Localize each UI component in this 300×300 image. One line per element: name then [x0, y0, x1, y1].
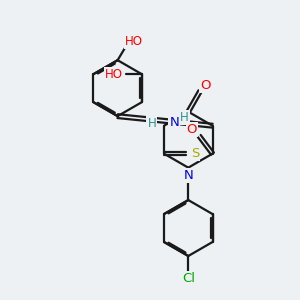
Text: O: O [200, 79, 211, 92]
Text: O: O [187, 123, 197, 136]
Text: N: N [169, 116, 179, 129]
Text: HO: HO [125, 34, 143, 48]
Text: Cl: Cl [182, 272, 195, 286]
Text: N: N [183, 169, 193, 182]
Text: S: S [191, 147, 199, 160]
Text: H: H [147, 117, 156, 130]
Text: H: H [180, 111, 188, 124]
Text: HO: HO [105, 68, 123, 81]
